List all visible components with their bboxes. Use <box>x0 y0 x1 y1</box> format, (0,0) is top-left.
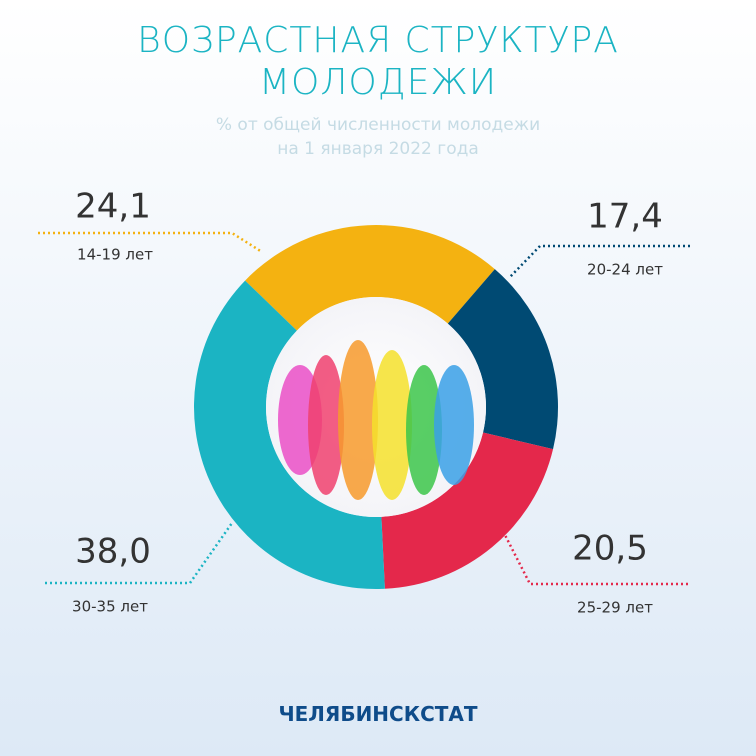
leader-line <box>509 244 690 278</box>
category-label: 14-19 лет <box>77 246 153 264</box>
donut-segment <box>447 269 558 450</box>
value-label: 24,1 <box>75 187 151 227</box>
subtitle-line: % от общей численности молодежи <box>215 115 541 135</box>
title-line: МОЛОДЕЖИ <box>258 62 498 103</box>
subtitle-line: на 1 января 2022 года <box>277 139 479 159</box>
donut-segment <box>193 280 385 589</box>
title-line: ВОЗРАСТНАЯ СТРУКТУРА <box>137 20 619 61</box>
footer: ЧЕЛЯБИНСКСТАТ <box>278 702 478 726</box>
category-label: 20-24 лет <box>587 261 663 279</box>
value-label: 17,4 <box>587 197 663 237</box>
leader-line <box>45 522 234 585</box>
donut-segment <box>245 225 495 331</box>
category-label: 30-35 лет <box>72 598 148 616</box>
center-illustration <box>266 297 486 517</box>
donut-segment <box>381 432 554 589</box>
value-label: 38,0 <box>75 532 151 572</box>
value-label: 20,5 <box>572 529 648 569</box>
category-label: 25-29 лет <box>577 599 653 617</box>
